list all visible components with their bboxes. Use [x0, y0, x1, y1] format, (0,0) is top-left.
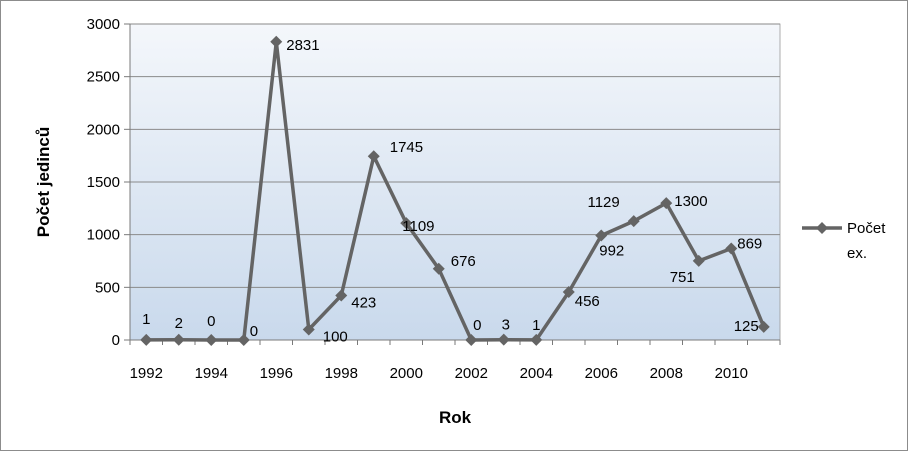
- data-point: [432, 262, 445, 275]
- data-label: 869: [737, 235, 762, 252]
- y-tick-label: 3000: [87, 16, 120, 33]
- data-label: 0: [207, 313, 215, 330]
- gridlines: [124, 23, 780, 341]
- x-tick-label: 2006: [585, 365, 618, 382]
- data-point: [562, 285, 575, 298]
- y-tick-label: 2500: [87, 69, 120, 86]
- data-label: 751: [670, 269, 695, 286]
- data-label: 456: [575, 293, 600, 310]
- x-tick-label: 1994: [195, 365, 228, 382]
- data-point: [660, 197, 673, 210]
- y-tick-label: 2000: [87, 121, 120, 138]
- data-point: [725, 242, 738, 255]
- data-point: [205, 334, 218, 346]
- x-axis-label: Rok: [439, 408, 472, 427]
- data-label: 1745: [390, 139, 423, 156]
- data-point: [757, 320, 770, 333]
- y-tick-label: 1500: [87, 174, 120, 191]
- data-point: [692, 254, 705, 267]
- x-tick-labels: 1992 1994 1996 1998 2000 2002 2004 2006 2008 2010: [130, 365, 748, 382]
- data-point: [530, 333, 543, 346]
- y-tick-label: 500: [95, 279, 120, 296]
- series-group: [140, 35, 770, 346]
- legend-label: Počet: [847, 220, 886, 237]
- data-label: 676: [451, 253, 476, 270]
- legend-label: ex.: [847, 245, 867, 262]
- y-tick-labels: 0 500 1000 1500 2000 2500 3000: [87, 16, 120, 349]
- data-label: 1: [532, 317, 540, 334]
- x-tick-label: 2002: [455, 365, 488, 382]
- data-label: 0: [473, 317, 481, 334]
- data-point: [400, 217, 413, 230]
- x-tick-label: 2010: [715, 365, 748, 382]
- data-label: 992: [599, 243, 624, 260]
- data-point: [237, 334, 250, 346]
- data-point: [595, 229, 608, 242]
- data-point: [172, 333, 185, 346]
- data-label: 1300: [674, 193, 707, 210]
- data-point: [302, 323, 315, 336]
- y-tick-label: 1000: [87, 227, 120, 244]
- y-axis-label: Počet jedinců: [34, 127, 53, 238]
- data-label: 1: [142, 311, 150, 328]
- data-point: [270, 35, 283, 48]
- data-point: [497, 333, 510, 346]
- legend-marker: [816, 222, 828, 234]
- data-label: 100: [323, 328, 348, 345]
- data-label: 2831: [286, 37, 319, 54]
- data-label: 1129: [587, 194, 619, 211]
- data-label: 3: [502, 317, 510, 334]
- data-label: 423: [351, 294, 376, 311]
- data-point: [367, 150, 380, 163]
- data-point: [335, 289, 348, 302]
- series-line: [146, 40, 766, 342]
- x-tick-label: 2008: [650, 365, 683, 382]
- data-label: 1109: [402, 218, 434, 235]
- x-tick-label: 1996: [260, 365, 293, 382]
- y-tick-label: 0: [112, 332, 120, 349]
- data-point: [627, 215, 640, 228]
- x-tick-label: 2004: [520, 365, 553, 382]
- x-tick-label: 1992: [130, 365, 163, 382]
- x-tick-label: 2000: [390, 365, 423, 382]
- data-point: [140, 333, 153, 346]
- x-tick-label: 1998: [325, 365, 358, 382]
- data-label: 0: [250, 323, 258, 340]
- legend: Počet ex.: [802, 220, 886, 262]
- data-label: 2: [175, 315, 183, 332]
- data-point: [465, 334, 478, 346]
- data-label: 125: [734, 318, 759, 335]
